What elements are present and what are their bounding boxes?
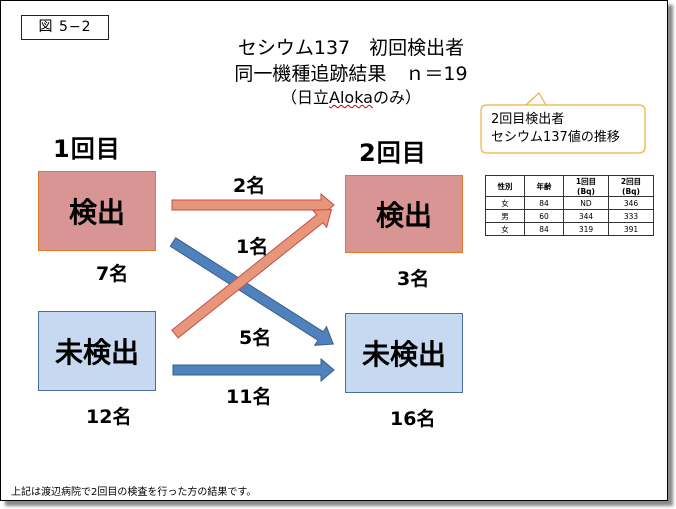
callout-line-1: 2回目検出者 (491, 112, 565, 127)
title-line-3-suffix: のみ） (372, 88, 421, 107)
callout-line-2: セシウム137値の推移 (491, 130, 620, 145)
table-cell: 60 (524, 209, 564, 223)
table-cell: 男 (485, 209, 525, 223)
count-second-detected: 3名 (397, 268, 430, 290)
count-second-undetected: 16名 (390, 408, 436, 430)
table-cell: 女 (485, 196, 525, 210)
flow-arrows (169, 92, 646, 383)
title-line-3-prefix: （日立 (281, 88, 330, 107)
column-heading-first: 1回目 (53, 135, 121, 163)
figure-label: 図 5−2 (21, 15, 109, 40)
table-cell: 84 (524, 222, 564, 236)
header-first: 1回目 (Bq) (563, 175, 609, 197)
table-row: 女 84 ND 346 (485, 196, 654, 210)
table-cell: 333 (608, 209, 654, 223)
table-cell: 344 (563, 209, 609, 223)
footnote: 上記は渡辺病院で2回目の検査を行った方の結果です。 (11, 487, 257, 498)
title-line-3: （日立Alokaのみ） (161, 87, 541, 109)
title-line-3-underlined: Aloka (329, 88, 373, 107)
column-heading-second: 2回目 (359, 139, 427, 167)
count-first-detected: 7名 (96, 263, 129, 285)
flow-label-detected-to-detected: 2名 (233, 175, 266, 197)
table-header-row: 性別 年齢 1回目 (Bq) 2回目 (Bq) (485, 175, 654, 197)
box-second-undetected: 未検出 (345, 313, 463, 393)
arrow-undetected-to-detected (171, 208, 333, 339)
table-row: 女 84 319 391 (485, 222, 654, 236)
flow-label-undetected-to-detected: 5名 (239, 327, 272, 349)
header-second: 2回目 (Bq) (608, 175, 654, 197)
table-cell: 391 (608, 222, 654, 236)
table-row: 男 60 344 333 (485, 209, 654, 223)
arrow-detected-to-undetected (169, 237, 334, 346)
results-table: 性別 年齢 1回目 (Bq) 2回目 (Bq) 女 84 ND 346 男 60… (485, 175, 654, 236)
callout-text: 2回目検出者 セシウム137値の推移 (491, 111, 620, 147)
header-sex: 性別 (485, 175, 525, 197)
table-cell: 84 (524, 196, 564, 210)
count-first-undetected: 12名 (86, 406, 132, 428)
flow-label-undetected-to-undetected: 11名 (226, 386, 272, 408)
arrow-undetected-to-undetected (172, 357, 335, 383)
table-cell: 女 (485, 222, 525, 236)
box-second-detected: 検出 (345, 175, 463, 253)
slide: 図 5−2 セシウム137 初回検出者 同一機種追跡結果 ｎ＝19 （日立Alo… (0, 0, 668, 501)
flow-label-detected-to-undetected: 1名 (236, 236, 269, 258)
box-first-detected: 検出 (38, 171, 156, 251)
table-cell: 319 (563, 222, 609, 236)
table-cell: 346 (608, 196, 654, 210)
callout-bubble (480, 92, 646, 154)
title-line-1: セシウム137 初回検出者 (237, 37, 465, 59)
header-age: 年齢 (524, 175, 564, 197)
table-cell: ND (563, 196, 609, 210)
box-first-undetected: 未検出 (38, 311, 156, 391)
title-line-2: 同一機種追跡結果 ｎ＝19 (234, 63, 468, 85)
